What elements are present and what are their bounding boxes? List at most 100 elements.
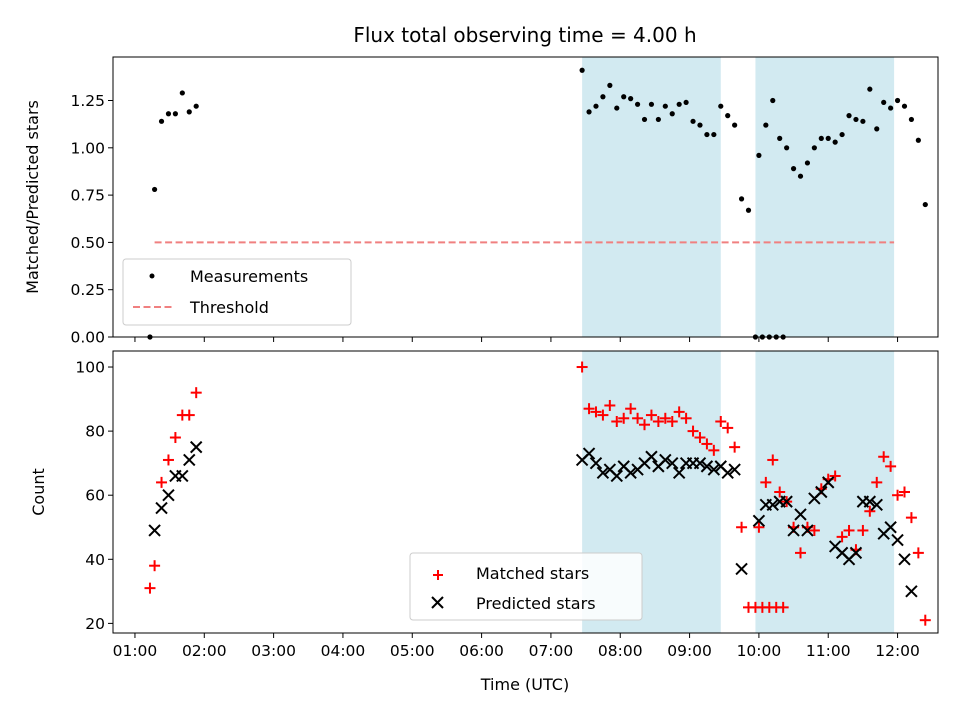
predicted-star-point	[735, 562, 748, 576]
predicted-star-point	[766, 498, 779, 512]
predicted-star-point	[822, 476, 835, 489]
top-legend-box	[122, 258, 352, 326]
measurement-point	[621, 94, 627, 100]
matched-star-point	[919, 614, 931, 626]
measurement-point	[655, 116, 661, 123]
predicted-star-point	[728, 463, 741, 476]
top-legend: Measurements Threshold	[122, 258, 352, 326]
measurement-point	[745, 207, 752, 213]
predicted-star-point	[610, 469, 623, 483]
top-ytick-label: 0.75	[70, 187, 105, 205]
chart-title: Flux total observing time = 4.00 h	[353, 23, 696, 47]
predicted-star-point	[693, 456, 707, 470]
matched-star-point	[701, 438, 713, 450]
matched-star-point	[583, 403, 595, 415]
measurement-point	[732, 122, 738, 128]
measurement-point	[818, 135, 824, 141]
xtick-label: 12:00	[875, 642, 920, 660]
measurement-point	[770, 97, 776, 104]
bottom-plot-frame	[112, 350, 939, 634]
measurement-point	[901, 103, 908, 109]
top-xticks	[134, 337, 899, 342]
measurement-point	[811, 145, 817, 151]
top-ytick-label: 0.50	[70, 234, 105, 252]
legend-measurements-marker	[149, 273, 155, 279]
legend-threshold-label: Threshold	[189, 298, 269, 317]
predicted-star-point	[624, 466, 637, 479]
bottom-legend-box	[409, 552, 643, 621]
measurement-point	[763, 122, 769, 128]
bottom-xlabel: Time (UTC)	[480, 675, 569, 694]
measurement-point	[662, 103, 668, 109]
measurement-point	[738, 196, 745, 202]
measurement-point	[628, 96, 634, 102]
measurement-point	[874, 126, 880, 132]
predicted-star-point	[707, 463, 721, 476]
predicted-star-point	[155, 501, 168, 515]
predicted-star-point	[700, 460, 714, 473]
matched-star-point	[687, 425, 699, 437]
measurement-point	[690, 118, 696, 124]
predicted-star-point	[721, 466, 734, 479]
top-ytick-label: 1.00	[70, 139, 105, 157]
matched-star-point	[857, 524, 869, 536]
matched-star-point	[871, 476, 883, 488]
measurement-point	[915, 137, 921, 143]
matched-star-point	[760, 476, 772, 488]
matched-star-point	[645, 409, 657, 421]
measurement-point	[634, 101, 641, 107]
matched-star-point	[736, 521, 748, 533]
top-panel: 0.00 0.25 0.50 0.75 1.00 1.25 Matched/Predict…	[23, 56, 939, 347]
measurement-point	[881, 99, 887, 106]
top-plot-frame	[112, 56, 939, 338]
predicted-star-point	[582, 447, 596, 460]
top-ytick-label: 1.25	[70, 92, 105, 110]
matched-star-point	[708, 444, 720, 456]
xtick-label: 10:00	[737, 642, 782, 660]
matched-star-point	[808, 524, 820, 536]
top-yticks: 0.00 0.25 0.50 0.75 1.00 1.25	[70, 92, 113, 347]
matched-star-point	[659, 412, 671, 424]
matched-star-point	[898, 486, 910, 498]
measurement-point	[908, 116, 915, 123]
top-marks	[147, 67, 928, 340]
measurement-point	[697, 122, 703, 128]
matched-star-point	[632, 412, 644, 424]
matched-star-point	[625, 403, 637, 415]
measurement-point	[867, 86, 873, 92]
predicted-star-point	[176, 469, 189, 483]
matched-star-point	[829, 470, 841, 482]
measurement-point	[600, 94, 606, 100]
matched-star-point	[639, 419, 651, 431]
legend-measurements-label: Measurements	[190, 267, 308, 286]
matched-star-point	[777, 601, 789, 613]
legend-predicted-label: Predicted stars	[476, 594, 596, 613]
measurement-point	[846, 113, 852, 119]
matched-star-point	[694, 432, 706, 444]
predicted-star-point	[787, 524, 800, 537]
xtick-label: 05:00	[390, 642, 435, 660]
measurement-point	[718, 103, 724, 109]
xtick-label: 09:00	[667, 642, 712, 660]
predicted-star-point	[659, 453, 672, 467]
matched-star-point	[912, 547, 924, 559]
legend-matched-label: Matched stars	[476, 564, 589, 583]
predicted-star-point	[884, 521, 897, 534]
predicted-star-point	[162, 488, 175, 502]
predicted-star-point	[672, 466, 686, 479]
measurement-point	[922, 201, 928, 208]
matched-star-point	[843, 524, 855, 536]
matched-star-point	[722, 422, 734, 434]
matched-star-point	[183, 409, 195, 421]
predicted-star-point	[870, 498, 883, 512]
top-shaded-interval	[755, 57, 895, 337]
measurement-point	[853, 116, 859, 123]
matched-star-point	[905, 512, 917, 524]
measurement-point	[172, 111, 178, 117]
bottom-ylabel: Count	[29, 468, 48, 516]
measurement-point	[888, 105, 894, 111]
xtick-label: 08:00	[598, 642, 643, 660]
measurement-point	[839, 131, 845, 138]
measurement-point	[860, 118, 866, 124]
predicted-star-point	[815, 485, 828, 499]
